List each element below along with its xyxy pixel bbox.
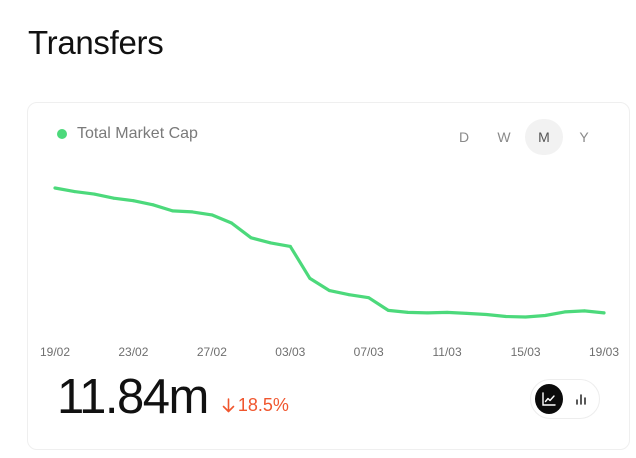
time-range-tabs: D W M Y [445, 119, 603, 155]
data-point [386, 308, 390, 312]
range-tab-day[interactable]: D [458, 129, 470, 145]
series-line-total-market-cap [53, 186, 606, 319]
market-cap-line-chart: 19/02 23/02 27/02 03/03 07/03 11/03 15/03 19/03 [40, 186, 619, 359]
data-point [582, 309, 586, 313]
change-percent: 18.5% [237, 395, 289, 415]
chart-legend: Total Market Cap [57, 125, 198, 143]
line-chart-button[interactable] [535, 384, 563, 414]
market-cap-card: Total Market Cap D W M Y 19/02 23/02 27/02… [27, 102, 630, 450]
legend-dot-icon [57, 129, 67, 139]
x-tick-label: 19/02 [40, 345, 70, 359]
data-point [426, 311, 429, 315]
data-point [445, 310, 449, 314]
data-point [131, 199, 135, 203]
x-tick-label: 07/03 [354, 345, 384, 359]
page-title: Transfers [28, 24, 164, 61]
x-tick-label: 11/03 [433, 345, 462, 359]
chart-type-toggle [530, 379, 600, 419]
x-tick-label: 27/02 [197, 345, 227, 359]
data-point [563, 310, 567, 314]
summary-row: 11.84m 18.5% [57, 369, 289, 425]
data-point [190, 210, 194, 214]
line-chart-icon [542, 392, 556, 406]
bar-chart-button[interactable] [567, 384, 595, 414]
data-point [171, 209, 175, 213]
data-point [504, 315, 508, 318]
range-tab-year[interactable]: Y [579, 129, 589, 145]
x-tick-label: 23/02 [118, 345, 148, 359]
data-point [406, 310, 410, 314]
data-point [347, 293, 351, 297]
range-tab-month[interactable]: M [525, 119, 563, 155]
legend-label: Total Market Cap [77, 125, 198, 142]
bar-chart-icon [576, 394, 586, 405]
arrow-down-icon [222, 398, 235, 413]
data-point [53, 186, 57, 190]
data-point [484, 313, 488, 316]
range-tab-week[interactable]: W [497, 129, 511, 145]
data-point [465, 311, 469, 315]
x-tick-label: 19/03 [589, 345, 619, 359]
data-point [230, 221, 233, 225]
data-point [543, 314, 547, 317]
data-point [367, 296, 371, 300]
data-point [112, 196, 116, 200]
change-indicator: 18.5% [222, 395, 289, 416]
data-point [602, 311, 606, 315]
data-point [288, 244, 292, 248]
data-point [269, 241, 273, 245]
data-point [524, 315, 528, 319]
x-tick-label: 15/03 [511, 345, 541, 359]
x-tick-label: 03/03 [275, 345, 305, 359]
data-point [249, 236, 253, 240]
data-point [328, 289, 331, 293]
data-point [73, 190, 77, 194]
data-point [151, 203, 155, 207]
market-cap-value: 11.84m [57, 370, 209, 424]
data-point [210, 213, 214, 217]
data-point [308, 276, 312, 280]
data-point [92, 192, 96, 196]
